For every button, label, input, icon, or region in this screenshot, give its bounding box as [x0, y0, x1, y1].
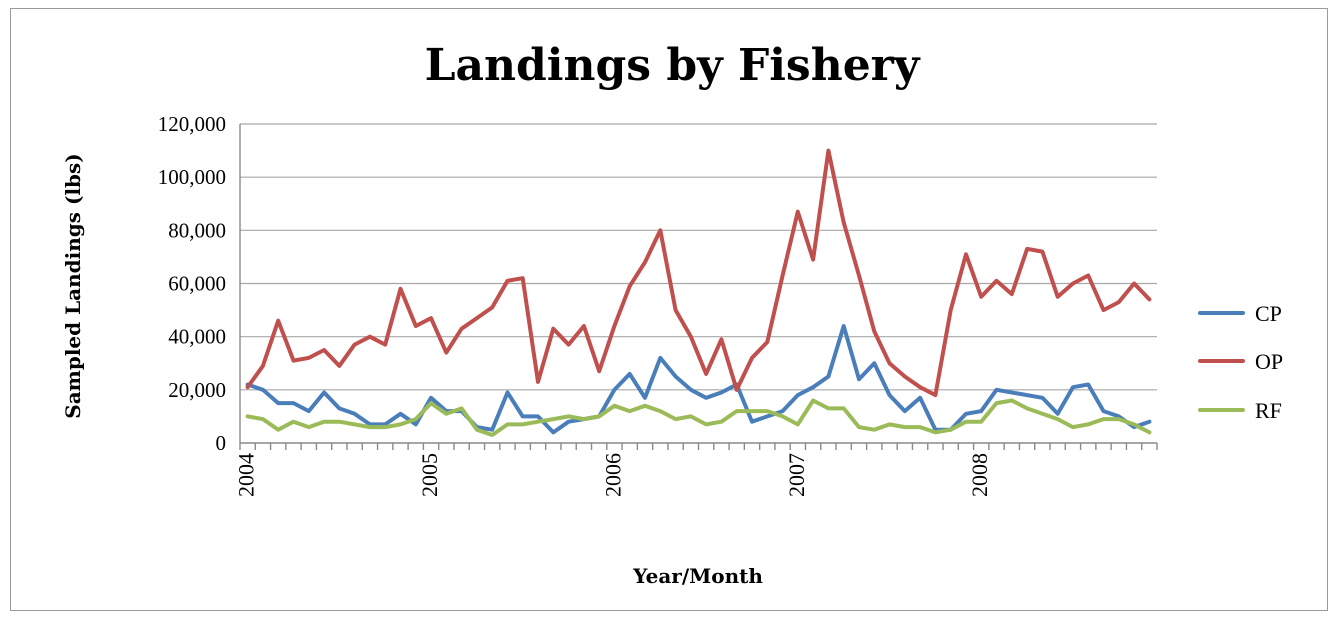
- series-line-op: [245, 148, 1152, 398]
- gridlines: [239, 123, 1158, 450]
- x-tick-label: 2005: [417, 453, 442, 497]
- y-tick-label: 20,000: [168, 378, 226, 402]
- y-tick-labels: 0 20,000 40,000 60,000 80,000 100,000 120,000: [158, 112, 226, 455]
- y-tick-label: 0: [216, 431, 227, 455]
- y-tick-label: 40,000: [168, 325, 226, 349]
- x-tick-label: 2006: [600, 453, 625, 497]
- y-tick-label: 80,000: [168, 218, 226, 242]
- y-tick-label: 60,000: [168, 272, 226, 296]
- series-line-cp: [245, 324, 1152, 435]
- x-tick-label: 2008: [967, 453, 992, 497]
- y-tick-label: 100,000: [158, 165, 226, 189]
- y-tick-label: 120,000: [158, 112, 226, 136]
- x-tick-label: 2007: [784, 453, 809, 497]
- series-line-rf: [245, 398, 1152, 437]
- legend: CP OP RF: [1198, 301, 1283, 423]
- y-axis-label: Sampled Landings (lbs): [61, 153, 85, 418]
- legend-label-op: OP: [1255, 349, 1283, 374]
- chart-title: Landings by Fishery: [425, 40, 921, 91]
- x-tick-label: 2004: [234, 453, 259, 497]
- series-lines: [245, 148, 1152, 437]
- legend-label-rf: RF: [1255, 398, 1282, 423]
- legend-label-cp: CP: [1255, 301, 1282, 326]
- x-tick-labels: 2004 2005 2006 2007 2008: [234, 453, 993, 497]
- x-axis-label: Year/Month: [632, 564, 763, 588]
